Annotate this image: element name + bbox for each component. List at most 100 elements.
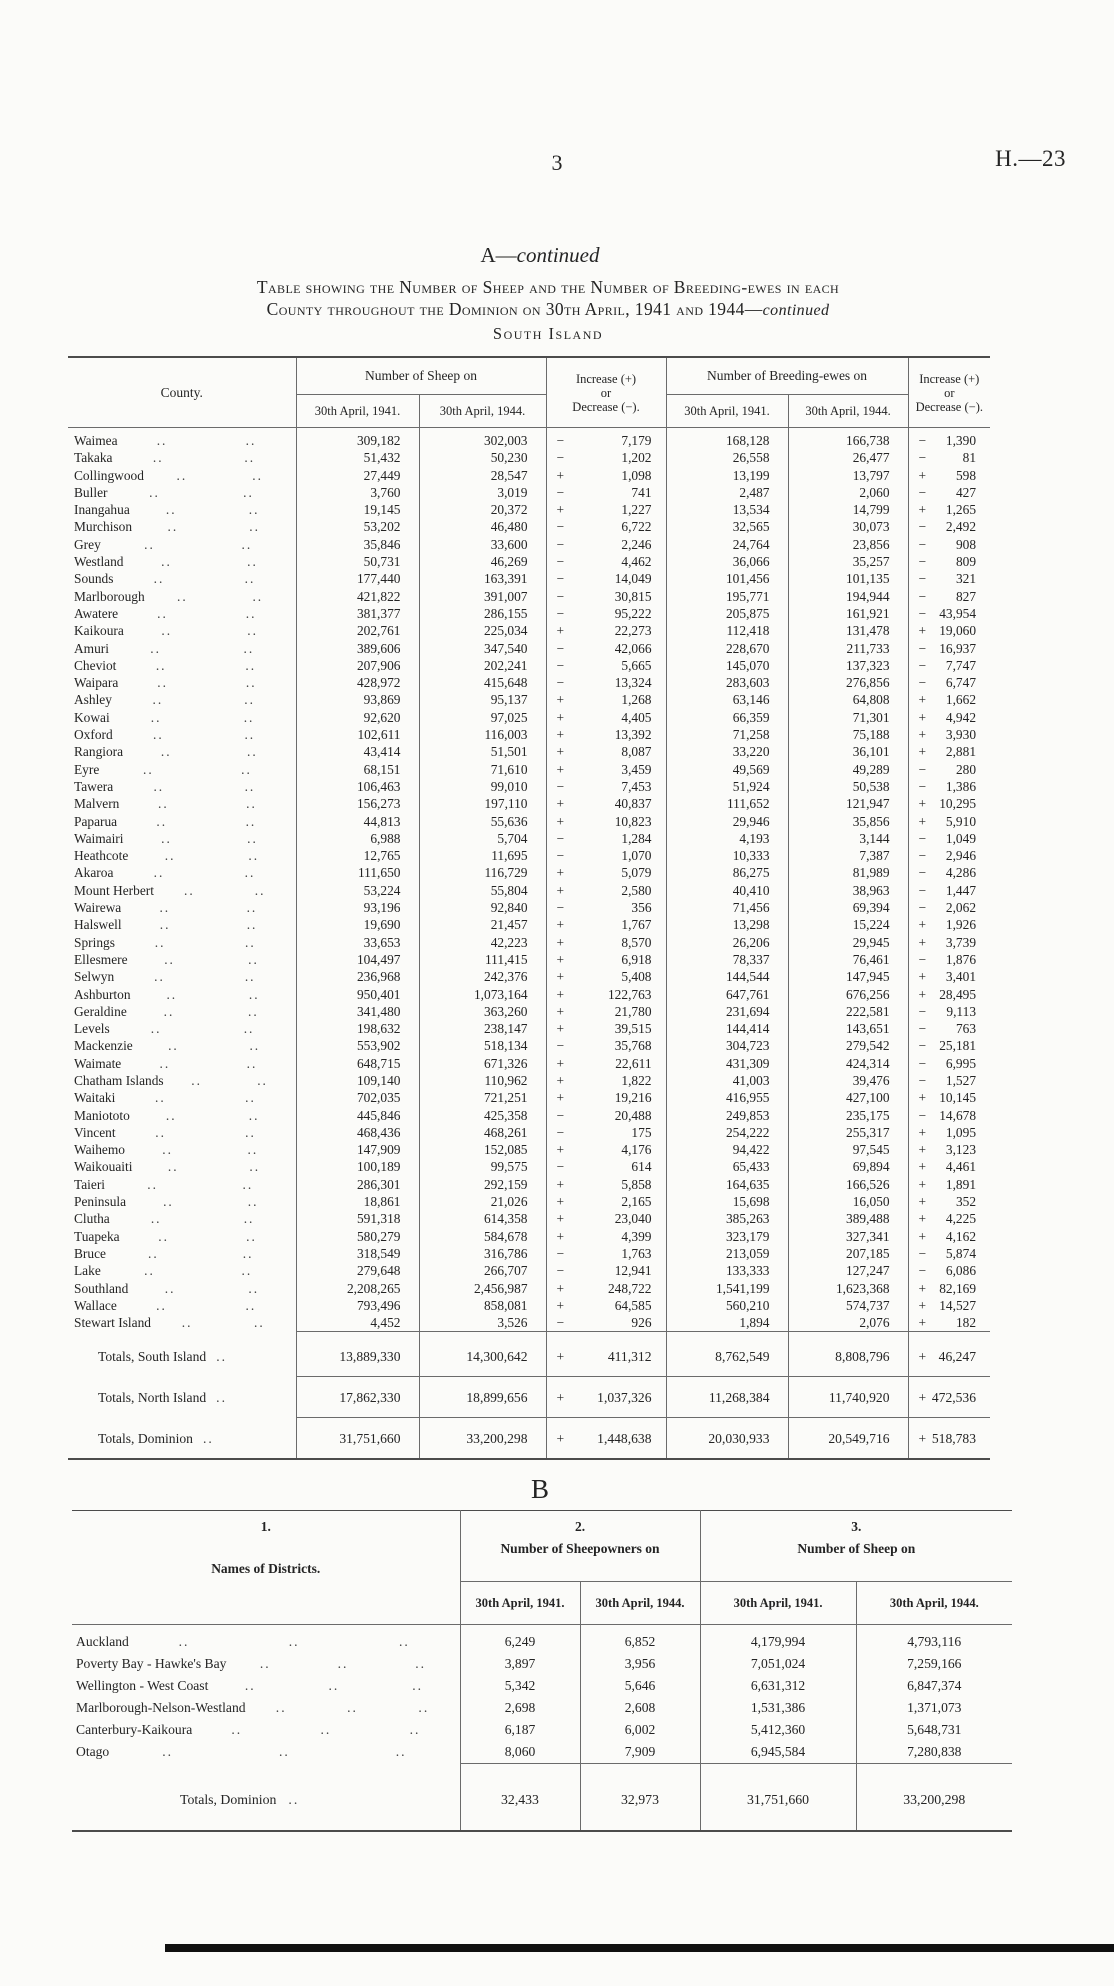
sheep-1941-cell: 104,497 xyxy=(295,950,419,969)
change-value: 23,040 xyxy=(614,1211,652,1227)
change-sign: − xyxy=(918,519,927,535)
ewes-1944-cell: 75,188 xyxy=(787,726,909,744)
change-cell: − 7,453 xyxy=(545,777,667,796)
leader-dots: .. xyxy=(246,917,258,933)
change-value: 763 xyxy=(955,1021,977,1037)
change-sign: + xyxy=(918,1315,927,1331)
sheep-1944-cell: 99,010 xyxy=(418,777,547,796)
table-row: Waihemo.... 147,909 152,085 +4,176 94,422 97,… xyxy=(68,1141,991,1159)
change-sign: + xyxy=(918,1389,927,1405)
county-cell: Grey.... xyxy=(68,536,296,553)
county-name: Paparua xyxy=(74,813,118,829)
district-cell: Canterbury-Kaikoura...... xyxy=(72,1719,460,1741)
owners-1944-total: 32,973 xyxy=(579,1763,701,1831)
change-sign: − xyxy=(918,830,927,846)
change-wrap: −25,181 xyxy=(909,1037,991,1054)
ewes-1941-cell: 145,070 xyxy=(665,656,789,675)
change-value: 10,295 xyxy=(939,796,977,812)
ewes-1941-cell: 304,723 xyxy=(665,1037,789,1055)
change-wrap: +4,176 xyxy=(547,1141,666,1158)
change-cell: − 1,527 xyxy=(907,1071,991,1090)
change-cell: − 95,222 xyxy=(545,604,667,623)
change-wrap: +3,459 xyxy=(547,761,666,778)
change-value: 8,087 xyxy=(621,744,652,760)
sheep-1941-total: 31,751,660 xyxy=(699,1763,857,1831)
increase-line1: Increase (+) xyxy=(575,371,637,386)
county-cell: Southland.... xyxy=(68,1280,296,1297)
change-cell: − 7,747 xyxy=(907,656,991,675)
leader-dots: .. xyxy=(165,502,177,518)
leader-dots: .. xyxy=(245,433,257,448)
change-wrap: −43,954 xyxy=(909,605,991,622)
column-number-2: 2. xyxy=(574,1519,586,1534)
change-cell: +1,767 xyxy=(545,916,667,934)
change-cell: − 9,113 xyxy=(907,1002,991,1021)
change-value: 1,098 xyxy=(621,467,652,483)
leader-dots: .. xyxy=(161,830,172,846)
change-cell: +1,268 xyxy=(545,691,667,709)
change-wrap: +4,162 xyxy=(909,1228,991,1245)
leader-dots: .. xyxy=(159,900,171,916)
county-cell: Cheviot.... xyxy=(68,657,296,674)
owners-1944-cell: 5,646 xyxy=(579,1675,701,1697)
ewes-1941-cell: 86,275 xyxy=(665,864,789,882)
section-letter: A xyxy=(480,243,496,267)
change-value: 19,060 xyxy=(939,623,977,639)
ewes-1944-cell: 50,538 xyxy=(787,777,909,796)
ewes-1944-cell: 279,542 xyxy=(787,1037,909,1055)
table-row: Chatham Islands.... 109,140 110,962 +1,822 4… xyxy=(68,1071,991,1090)
table-row: Stewart Island.... 4,452 3,526−926 1,894 2,0… xyxy=(68,1314,991,1332)
change-sign: + xyxy=(556,744,565,760)
change-value: 248,722 xyxy=(607,1280,652,1296)
change-value: 2,946 xyxy=(945,848,977,864)
table-row: Waimate.... 648,715 671,326 +22,611 431,309 4… xyxy=(68,1054,991,1072)
change-sign: + xyxy=(918,1124,927,1140)
change-value: 7,453 xyxy=(621,778,652,794)
change-cell: − 1,070 xyxy=(545,847,667,865)
sheepowners-label: Number of Sheepowners on xyxy=(500,1541,660,1556)
ewes-1941-cell: 33,220 xyxy=(665,743,789,761)
change-cell: +411,312 xyxy=(545,1331,667,1377)
ewes-1944-cell: 14,799 xyxy=(787,501,909,519)
change-value: 7,747 xyxy=(945,657,977,673)
change-wrap: − 356 xyxy=(547,899,666,916)
table-row: Canterbury-Kaikoura...... 6,187 6,002 5,412… xyxy=(72,1719,1013,1741)
sheep-1944-cell: 518,134 xyxy=(418,1037,547,1055)
sheep-1944-cell: 5,648,731 xyxy=(855,1719,1013,1741)
change-wrap: +411,312 xyxy=(547,1348,666,1365)
change-wrap: +182 xyxy=(909,1314,991,1331)
change-wrap: − 7,453 xyxy=(547,778,666,795)
ewes-1944-cell: 35,257 xyxy=(787,553,909,571)
ewes-1941-cell: 254,222 xyxy=(665,1123,789,1142)
change-wrap: +1,095 xyxy=(909,1124,991,1141)
leader-dots: .. xyxy=(156,1297,167,1313)
change-value: 5,665 xyxy=(621,657,652,673)
table-row: Akaroa.... 111,650 116,729 +5,079 86,275 81,9… xyxy=(68,864,991,882)
change-value: 1,227 xyxy=(621,502,652,518)
totals-label-cell: Totals, Dominion.. xyxy=(72,1764,460,1832)
sheep-1941-cell: 7,051,024 xyxy=(699,1653,857,1675)
change-value: 10,823 xyxy=(614,813,652,829)
sheep-1941-cell: 468,436 xyxy=(295,1123,419,1142)
change-wrap: − 809 xyxy=(909,553,991,570)
leader-dots: .. xyxy=(247,830,258,846)
sheep-1941-cell: 648,715 xyxy=(295,1054,419,1072)
change-cell: − 2,492 xyxy=(907,518,991,536)
sheepowners-group-header: 2. Number of Sheepowners on xyxy=(459,1510,701,1582)
change-sign: − xyxy=(918,675,927,691)
change-value: 1,876 xyxy=(945,951,977,967)
leader-dots: .. xyxy=(153,778,165,794)
ewes-1944-cell: 389,488 xyxy=(787,1210,909,1228)
districts-column-header: 1. Names of Districts. xyxy=(72,1510,460,1625)
leader-dots: .. xyxy=(246,1228,257,1244)
ewes-1941-cell: 111,652 xyxy=(665,795,789,813)
change-sign: + xyxy=(556,692,565,708)
table-row: Waitaki.... 702,035 721,251 +19,216 416,955 4… xyxy=(68,1089,991,1107)
sheep-1941-cell: 6,631,312 xyxy=(699,1675,857,1697)
county-name: Lake xyxy=(74,1263,101,1279)
change-value: 4,176 xyxy=(621,1142,652,1158)
county-cell: Waikouaiti.... xyxy=(68,1158,296,1175)
county-name: Halswell xyxy=(74,917,122,933)
ewes-1944-cell: 26,477 xyxy=(787,449,909,467)
change-wrap: − 35,768 xyxy=(547,1037,666,1054)
